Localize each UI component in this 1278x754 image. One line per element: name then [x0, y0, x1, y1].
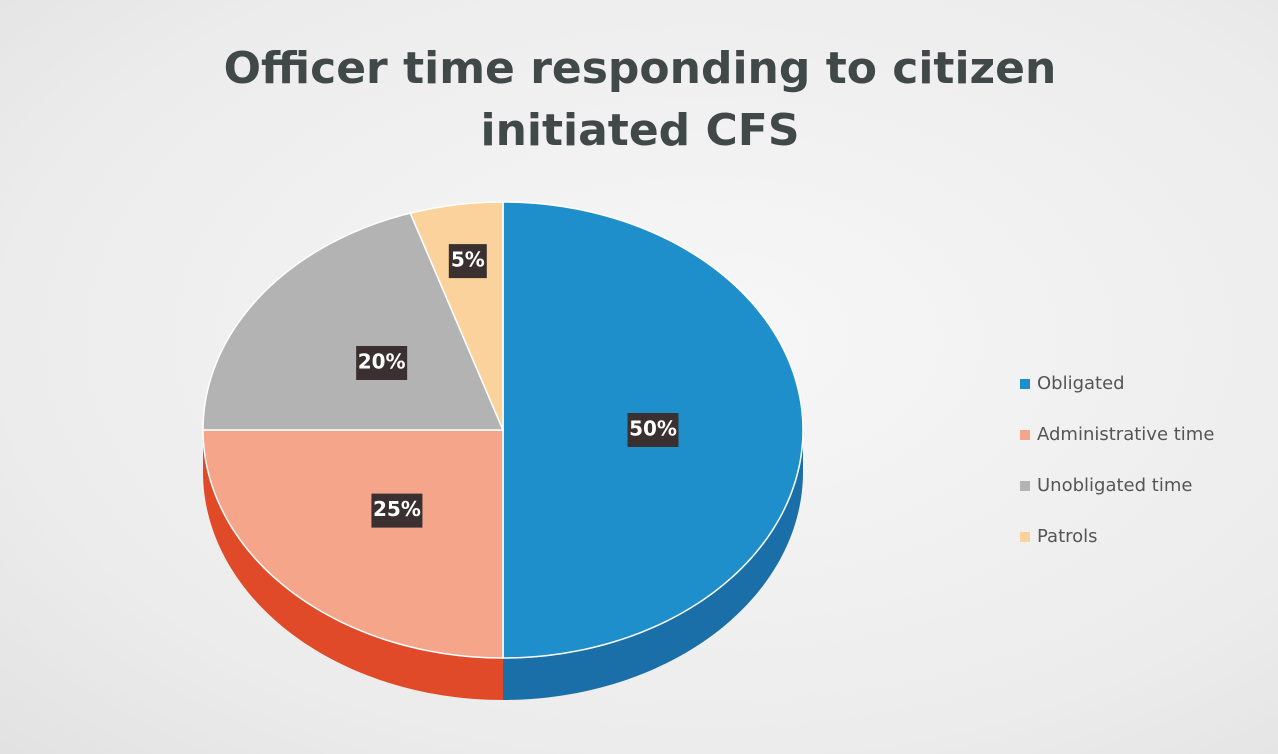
legend-swatch — [1020, 379, 1030, 389]
data-label: 50% — [629, 417, 677, 441]
pie-side — [503, 430, 803, 700]
data-label: 20% — [358, 349, 406, 373]
chart-title: Officer time responding to citizen initi… — [223, 43, 1057, 156]
legend-swatch — [1020, 532, 1030, 542]
legend-label: Administrative time — [1037, 424, 1214, 445]
label-box — [356, 345, 408, 380]
pie-slice — [202, 212, 505, 431]
legend-swatch — [1020, 430, 1030, 440]
legend-label: Unobligated time — [1037, 475, 1192, 496]
legend-swatch — [1020, 481, 1030, 491]
data-label: 25% — [373, 497, 421, 521]
legend-label: Obligated — [1037, 373, 1125, 394]
pie-slice — [202, 429, 504, 659]
data-label: 5% — [451, 248, 485, 272]
label-box — [627, 413, 679, 447]
legend-label: Patrols — [1037, 526, 1098, 547]
pie-side — [203, 430, 503, 700]
label-box — [371, 493, 423, 528]
label-box — [448, 244, 487, 279]
